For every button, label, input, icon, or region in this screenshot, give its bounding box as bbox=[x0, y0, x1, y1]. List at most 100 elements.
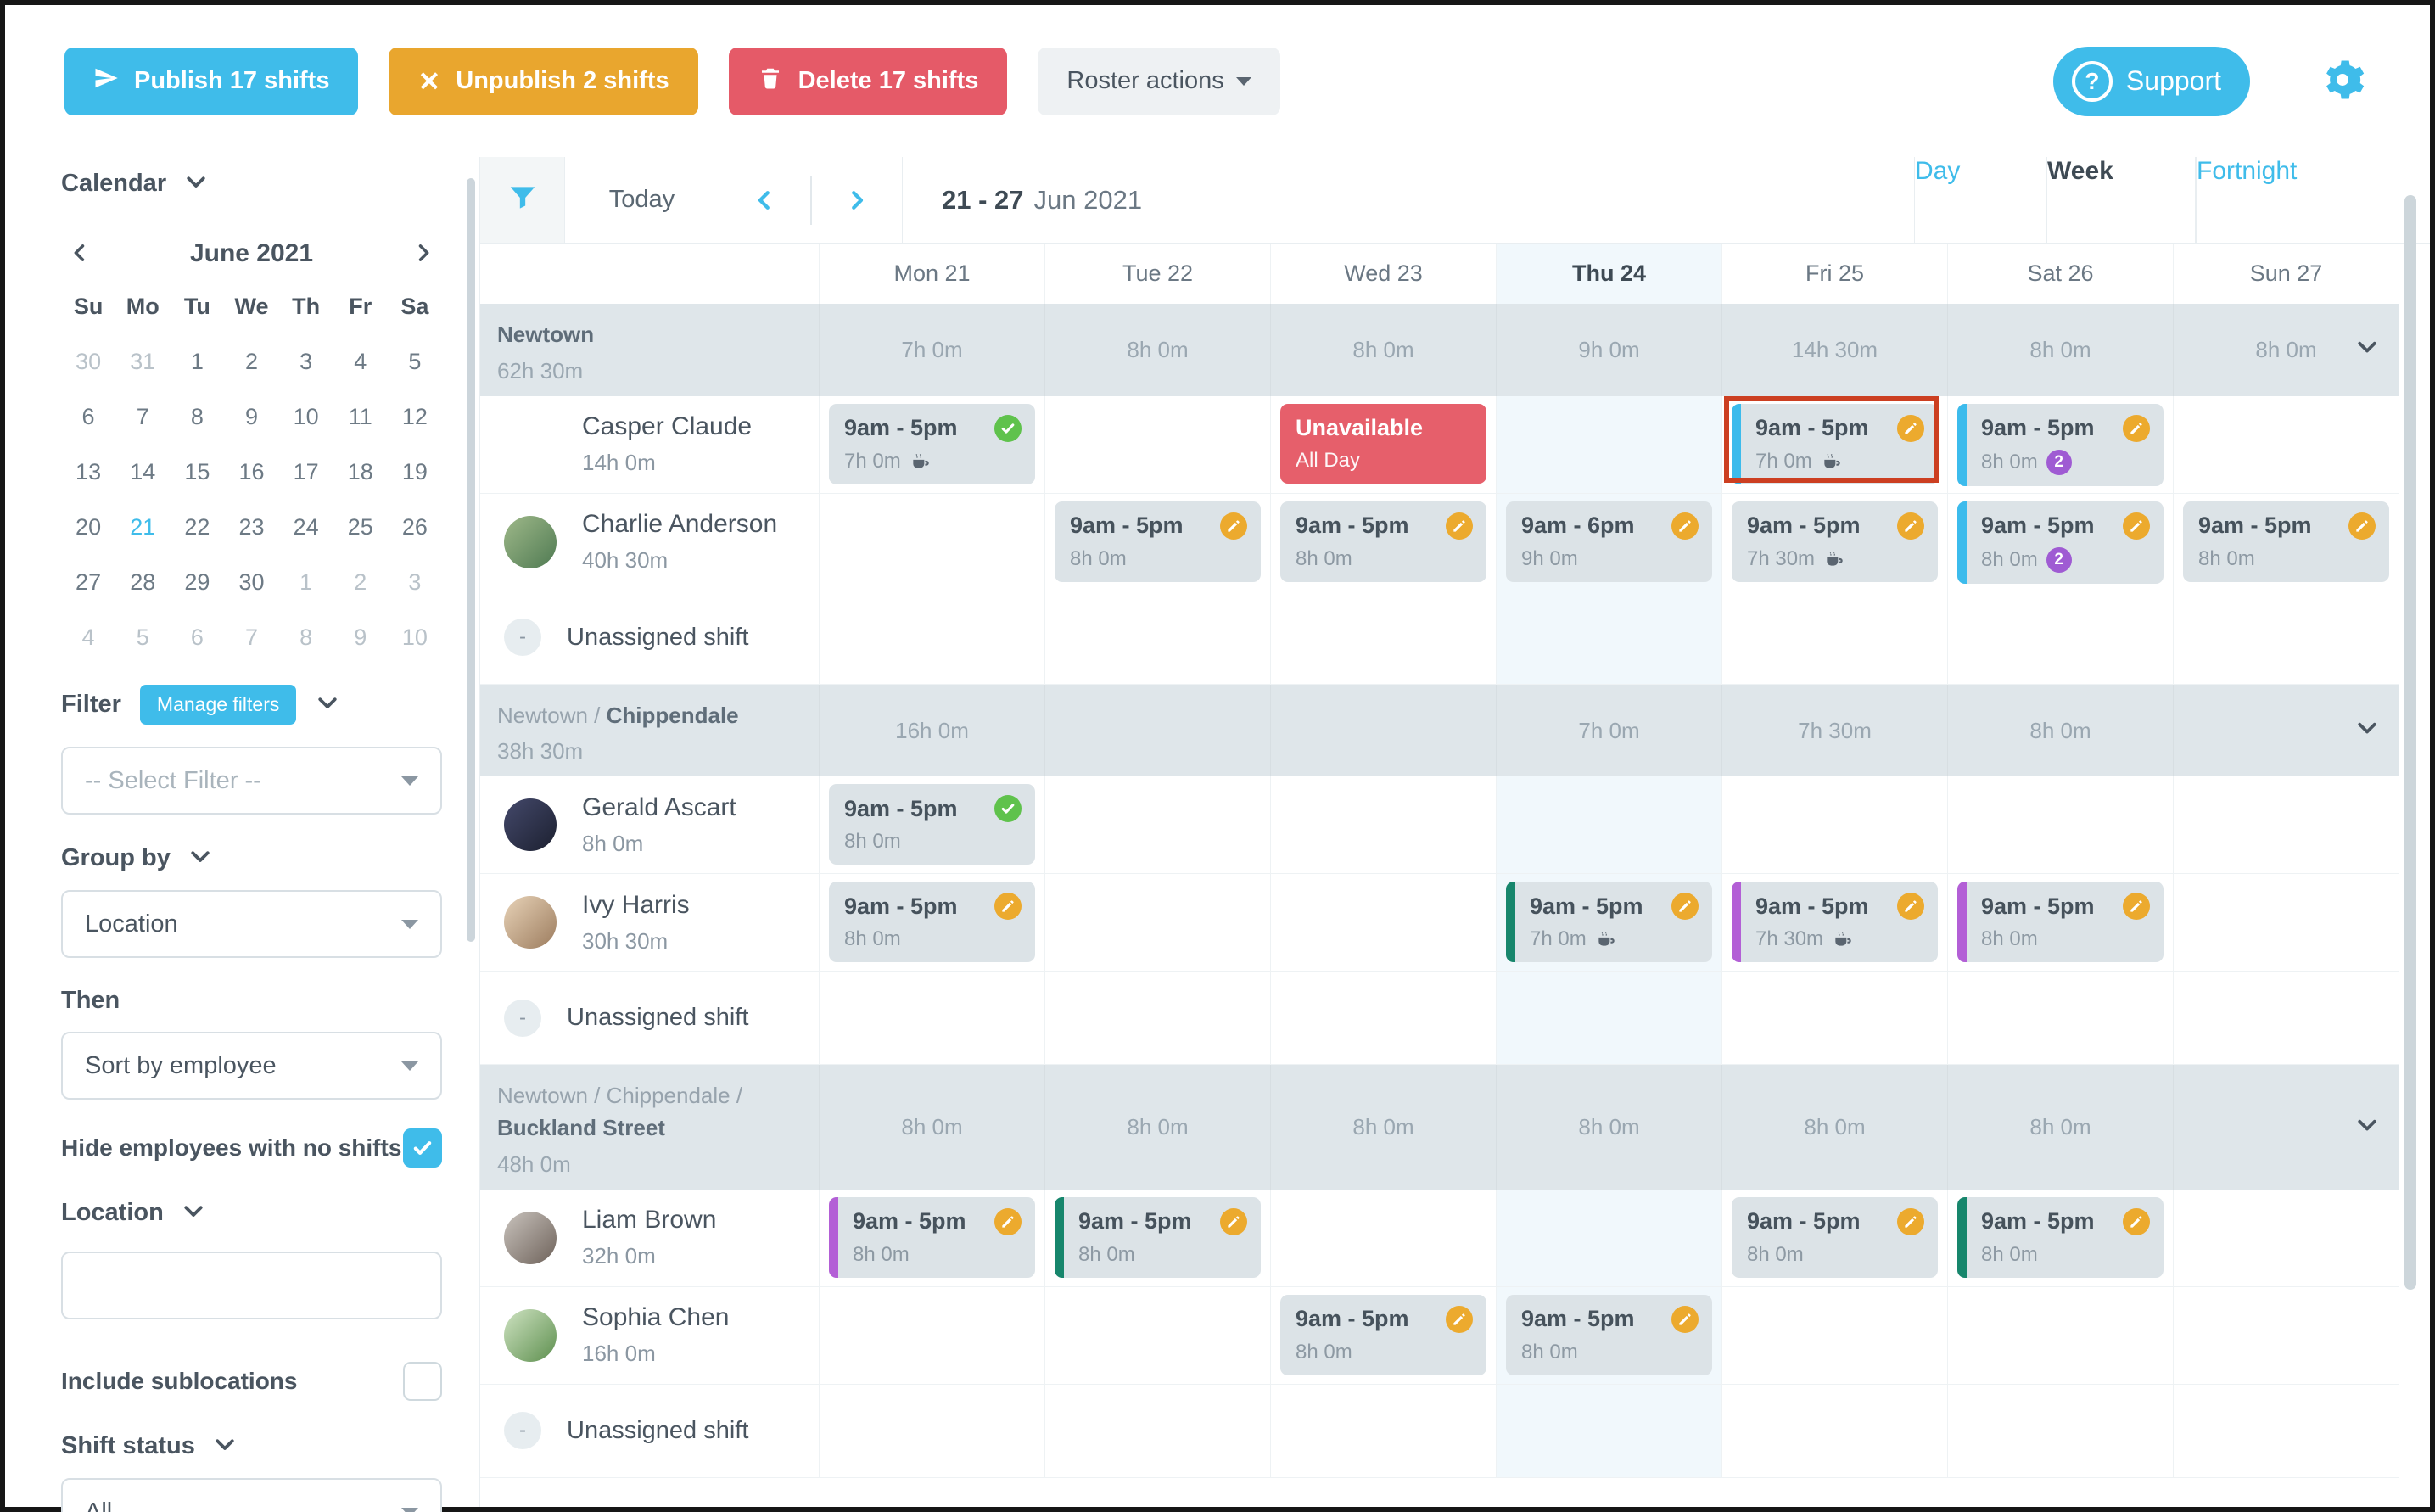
shift-card[interactable]: 9am - 5pm 8h 0m 2 bbox=[1957, 501, 2164, 584]
chevron-down-icon[interactable] bbox=[188, 843, 213, 873]
shift-slot[interactable] bbox=[1045, 972, 1271, 1066]
shift-slot[interactable]: 9am - 5pm 7h 0m bbox=[1497, 874, 1722, 972]
group-by-select[interactable]: Location bbox=[61, 890, 442, 958]
shift-slot[interactable] bbox=[1271, 972, 1497, 1066]
mini-calendar-day[interactable]: 24 bbox=[293, 514, 319, 540]
mini-calendar-day[interactable]: 29 bbox=[184, 569, 210, 595]
shift-slot[interactable] bbox=[820, 591, 1045, 685]
shift-card[interactable]: 9am - 5pm 7h 0m bbox=[1732, 403, 1938, 484]
shift-slot[interactable] bbox=[1271, 1384, 1497, 1478]
shift-slot[interactable] bbox=[1722, 972, 1948, 1066]
shift-slot[interactable] bbox=[1271, 776, 1497, 875]
mini-calendar-day[interactable]: 4 bbox=[81, 624, 95, 650]
group-collapse-chevron-icon[interactable] bbox=[2354, 715, 2380, 747]
shift-slot[interactable] bbox=[1948, 1384, 2174, 1478]
shift-slot[interactable] bbox=[1722, 776, 1948, 875]
shift-slot[interactable] bbox=[2174, 591, 2399, 685]
shift-card[interactable]: 9am - 5pm 8h 0m bbox=[1732, 1196, 1938, 1278]
shift-slot[interactable] bbox=[1497, 972, 1722, 1066]
mini-calendar-day[interactable]: 30 bbox=[76, 349, 102, 374]
shift-slot[interactable] bbox=[1948, 776, 2174, 875]
shift-slot[interactable] bbox=[1497, 1384, 1722, 1478]
shift-slot[interactable]: 9am - 5pm 7h 0m bbox=[1722, 395, 1948, 494]
shift-card[interactable]: 9am - 5pm 8h 0m bbox=[1957, 882, 2164, 963]
mini-calendar-day[interactable]: 2 bbox=[354, 569, 367, 595]
shift-slot[interactable]: 9am - 5pm 8h 0m bbox=[820, 874, 1045, 972]
chevron-down-icon[interactable] bbox=[183, 169, 209, 199]
shift-slot[interactable]: 9am - 5pm 8h 0m 2 bbox=[1948, 395, 2174, 494]
shift-slot[interactable] bbox=[1722, 591, 1948, 685]
mini-calendar-day[interactable]: 3 bbox=[299, 349, 313, 374]
shift-slot[interactable]: 9am - 5pm 8h 0m bbox=[1948, 1189, 2174, 1287]
shift-slot[interactable]: 9am - 5pm 8h 0m bbox=[1045, 1189, 1271, 1287]
shift-slot[interactable] bbox=[1497, 776, 1722, 875]
shift-slot[interactable] bbox=[2174, 1286, 2399, 1385]
shift-slot[interactable] bbox=[1948, 972, 2174, 1066]
shift-card[interactable]: 9am - 6pm 9h 0m bbox=[1506, 501, 1712, 582]
mini-calendar-day[interactable]: 30 bbox=[238, 569, 265, 595]
shift-card[interactable]: 9am - 5pm 8h 0m bbox=[1957, 1196, 2164, 1278]
sidebar-scrollbar[interactable] bbox=[467, 178, 475, 942]
mini-calendar-day[interactable]: 17 bbox=[293, 459, 319, 484]
shift-slot[interactable] bbox=[1045, 1384, 1271, 1478]
shift-slot[interactable] bbox=[2174, 1384, 2399, 1478]
mini-calendar-day[interactable]: 25 bbox=[347, 514, 373, 540]
mini-calendar-day[interactable]: 1 bbox=[190, 349, 204, 374]
mini-calendar-day[interactable]: 15 bbox=[184, 459, 210, 484]
view-tab-fortnight[interactable]: Fortnight bbox=[2196, 157, 2430, 243]
group-collapse-chevron-icon[interactable] bbox=[2354, 334, 2380, 366]
mini-calendar-day[interactable]: 8 bbox=[190, 404, 204, 429]
shift-card[interactable]: 9am - 5pm 8h 0m bbox=[1055, 1196, 1261, 1278]
shift-slot[interactable] bbox=[1497, 1189, 1722, 1287]
shift-slot[interactable] bbox=[1045, 395, 1271, 494]
mini-calendar-day[interactable]: 13 bbox=[76, 459, 102, 484]
mini-calendar-day[interactable]: 2 bbox=[244, 349, 258, 374]
mini-calendar-day[interactable]: 20 bbox=[76, 514, 102, 540]
mini-calendar-day[interactable]: 10 bbox=[401, 624, 428, 650]
mini-calendar-day[interactable]: 6 bbox=[81, 404, 95, 429]
shift-slot[interactable] bbox=[2174, 1189, 2399, 1287]
shift-slot[interactable] bbox=[1948, 591, 2174, 685]
mini-calendar-day[interactable]: 26 bbox=[401, 514, 428, 540]
group-collapse-chevron-icon[interactable] bbox=[2354, 1112, 2380, 1143]
shift-slot[interactable] bbox=[2174, 972, 2399, 1066]
mini-calendar-day[interactable]: 28 bbox=[130, 569, 156, 595]
view-tab-day[interactable]: Day bbox=[1914, 157, 2046, 243]
shift-slot[interactable] bbox=[820, 1286, 1045, 1385]
support-button[interactable]: ? Support bbox=[2052, 46, 2250, 116]
shift-slot[interactable] bbox=[820, 1384, 1045, 1478]
shift-slot[interactable]: 9am - 5pm 8h 0m 2 bbox=[1948, 493, 2174, 591]
shift-slot[interactable] bbox=[1271, 874, 1497, 972]
settings-gear-button[interactable] bbox=[2320, 57, 2365, 105]
shift-slot[interactable]: 9am - 5pm 8h 0m bbox=[820, 776, 1045, 875]
mini-calendar-day[interactable]: 9 bbox=[354, 624, 367, 650]
shift-slot[interactable] bbox=[1271, 591, 1497, 685]
shift-card[interactable]: 9am - 5pm 7h 0m bbox=[1506, 882, 1712, 963]
shift-slot[interactable] bbox=[1045, 874, 1271, 972]
shift-slot[interactable]: 9am - 5pm 8h 0m bbox=[1948, 874, 2174, 972]
shift-slot[interactable] bbox=[820, 972, 1045, 1066]
mini-calendar-day[interactable]: 5 bbox=[408, 349, 422, 374]
shift-card[interactable]: 9am - 5pm 7h 30m bbox=[1732, 882, 1938, 963]
hide-no-shifts-checkbox[interactable] bbox=[403, 1128, 442, 1168]
shift-slot[interactable]: 9am - 5pm 8h 0m bbox=[820, 1189, 1045, 1287]
shift-slot[interactable]: 9am - 5pm 7h 30m bbox=[1722, 493, 1948, 591]
shift-slot[interactable] bbox=[1045, 1286, 1271, 1385]
mini-calendar-day[interactable]: 12 bbox=[401, 404, 428, 429]
mini-calendar-day[interactable]: 7 bbox=[244, 624, 258, 650]
shift-slot[interactable] bbox=[1722, 1286, 1948, 1385]
mini-calendar-day[interactable]: 14 bbox=[130, 459, 156, 484]
location-input[interactable] bbox=[61, 1252, 442, 1319]
shift-slot[interactable] bbox=[1948, 1286, 2174, 1385]
mini-calendar-day[interactable]: 10 bbox=[293, 404, 319, 429]
shift-slot[interactable] bbox=[1045, 591, 1271, 685]
shift-slot[interactable]: 9am - 5pm 8h 0m bbox=[1271, 1286, 1497, 1385]
shift-slot[interactable]: Unavailable All Day bbox=[1271, 395, 1497, 494]
prev-week-button[interactable] bbox=[719, 157, 810, 243]
mini-calendar-day[interactable]: 31 bbox=[130, 349, 156, 374]
mini-calendar-day[interactable]: 6 bbox=[190, 624, 204, 650]
mini-calendar-selected-day[interactable]: 21 bbox=[130, 514, 156, 540]
mini-calendar-day[interactable]: 8 bbox=[299, 624, 313, 650]
chevron-down-icon[interactable] bbox=[181, 1198, 206, 1228]
next-week-button[interactable] bbox=[812, 157, 903, 243]
